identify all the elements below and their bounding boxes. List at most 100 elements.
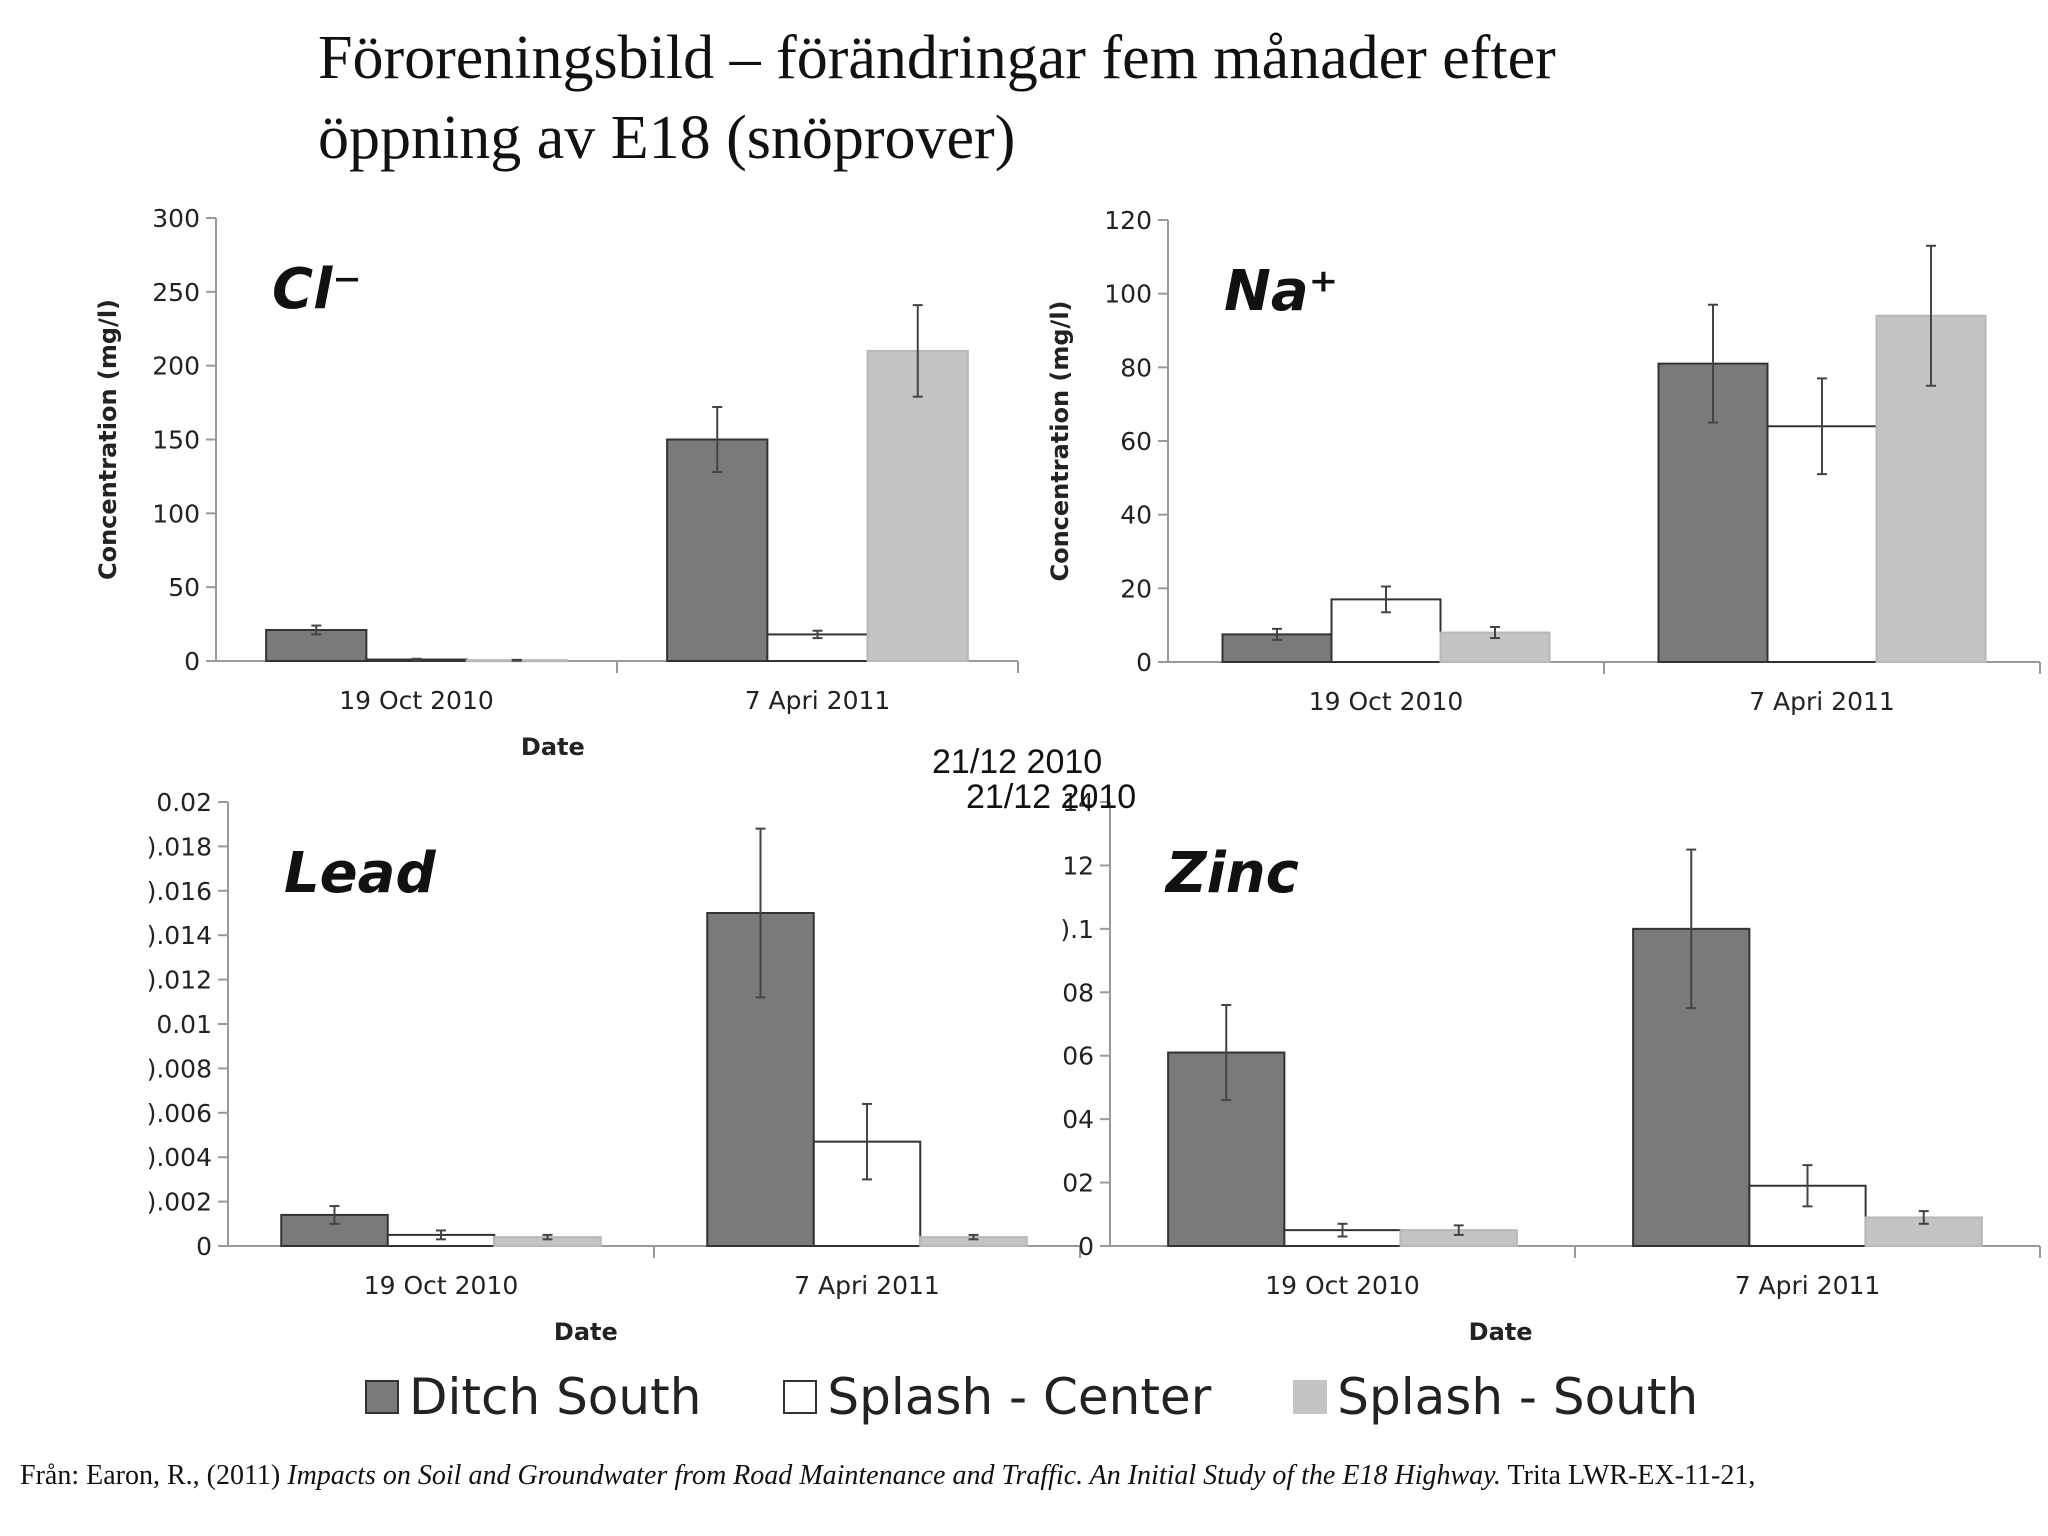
- x-axis-label: Date: [554, 1318, 618, 1346]
- y-tick-label: 100: [1104, 280, 1152, 309]
- y-tick-label: ).006: [147, 1099, 212, 1128]
- y-tick-label: 60: [1120, 427, 1152, 456]
- y-tick-label: 150: [152, 426, 200, 455]
- y-axis-label: Concentration (mg/l): [1046, 300, 1074, 581]
- error-bar: [712, 406, 723, 473]
- source-prefix: Från: Earon, R., (2011): [20, 1460, 288, 1491]
- error-bar: [912, 304, 923, 398]
- y-axis-label: Concentration (mg/l): [94, 299, 122, 580]
- legend-label: Splash - Center: [827, 1368, 1212, 1426]
- chart-chloride: 0 50 100 150 200 250 300 19 Oct 2010 7 Apri 2011…: [0, 190, 1020, 770]
- legend-label: Splash - South: [1337, 1368, 1699, 1426]
- x-tick-label: 7 Apri 2011: [745, 686, 891, 715]
- error-bar: [862, 1102, 872, 1181]
- y-tick-label: 0: [1078, 1232, 1094, 1261]
- error-bar: [1918, 1210, 1929, 1225]
- legend-item-splash-center: Splash - Center: [783, 1368, 1211, 1426]
- legend-item-splash-south: Splash - South: [1293, 1368, 1698, 1426]
- error-bar: [511, 658, 522, 662]
- error-bar: [329, 1205, 340, 1225]
- error-bar: [542, 1233, 553, 1241]
- y-tick-label: ).016: [147, 877, 212, 906]
- chart-sodium: 0 20 40 60 80 100 120 19 Oct 2010 7 Apri 2011 Na⁺…: [1040, 190, 2041, 770]
- x-tick-label: 7 Apri 2011: [1735, 1271, 1881, 1300]
- y-tick-label: 0: [1136, 648, 1152, 677]
- x-tick-label: 19 Oct 2010: [1265, 1271, 1420, 1300]
- legend-label: Ditch South: [409, 1368, 702, 1426]
- y-tick-label: ).014: [147, 921, 212, 950]
- x-tick-label: 7 Apri 2011: [794, 1271, 940, 1300]
- chart-title: Cl⁻: [272, 257, 362, 322]
- y-tick-label: 250: [152, 278, 200, 307]
- chart-zinc: 0 02 04 06 08 ).1 12 14 19 Oct 2010 7 Apri 2011 Zi…: [1060, 770, 2041, 1350]
- y-tick-label: 0.01: [156, 1010, 212, 1039]
- y-tick-label: 0.02: [156, 788, 212, 817]
- error-bar: [812, 629, 823, 640]
- y-tick-label: 06: [1062, 1042, 1094, 1071]
- legend: Ditch South Splash - Center Splash - Sou…: [365, 1362, 1765, 1432]
- y-tick-label: ).018: [147, 832, 212, 861]
- error-bar: [755, 827, 766, 999]
- bar: [666, 438, 769, 662]
- y-tick-label: 02: [1062, 1169, 1094, 1198]
- y-tick-label: 08: [1062, 978, 1094, 1007]
- error-bar: [436, 1229, 446, 1241]
- date-annotation-2: 21/12 2010: [966, 778, 1137, 816]
- y-tick-label: 04: [1062, 1105, 1094, 1134]
- error-bar: [1802, 1164, 1813, 1208]
- bar: [866, 349, 969, 662]
- error-bar: [968, 1233, 979, 1241]
- slide-title: Föroreningsbild – förändringar fem månad…: [318, 18, 1918, 178]
- y-tick-label: ).004: [147, 1143, 212, 1172]
- error-bar: [1221, 1003, 1232, 1102]
- source-title: Impacts on Soil and Groundwater from Roa…: [287, 1460, 1502, 1491]
- y-tick-label: 80: [1120, 353, 1152, 382]
- chart-svg: 0 20 40 60 80 100 120 19 Oct 2010 7 Apri 2011 Na⁺…: [1046, 206, 2041, 716]
- chart-svg: 0).002).004).006).008 0.01).012).014).016…: [147, 788, 1081, 1346]
- error-bar: [411, 657, 422, 662]
- error-bar: [1686, 848, 1697, 1010]
- error-bar: [1381, 585, 1391, 614]
- error-bar: [1337, 1222, 1348, 1238]
- error-bar: [1272, 627, 1282, 641]
- source-suffix: Trita LWR-EX-11-21,: [1501, 1460, 1756, 1491]
- y-tick-label: ).008: [147, 1054, 212, 1083]
- chart-title: Zinc: [1164, 841, 1299, 906]
- title-line-2: öppning av E18 (snöprover): [318, 104, 1016, 172]
- legend-swatch-ditch-south: [365, 1380, 399, 1414]
- chart-svg: 0 02 04 06 08 ).1 12 14 19 Oct 2010 7 Apri 2011 Zi…: [1060, 788, 2041, 1346]
- title-line-1: Föroreningsbild – förändringar fem månad…: [318, 24, 1556, 92]
- x-tick-label: 19 Oct 2010: [364, 1271, 519, 1300]
- error-bar: [1708, 303, 1718, 424]
- x-tick-label: 19 Oct 2010: [339, 686, 494, 715]
- chart-svg: 0 50 100 150 200 250 300 19 Oct 2010 7 Apri 2011…: [94, 204, 1019, 761]
- legend-swatch-splash-south: [1293, 1380, 1328, 1414]
- x-axis-label: Date: [521, 733, 585, 761]
- chart-lead: 0).002).004).006).008 0.01).012).014).016…: [0, 770, 1090, 1350]
- legend-swatch-splash-center: [783, 1380, 818, 1414]
- error-bar: [1817, 377, 1827, 476]
- x-axis-label: Date: [1469, 1318, 1533, 1346]
- source-citation: Från: Earon, R., (2011) Impacts on Soil …: [20, 1460, 2030, 1492]
- y-tick-label: 0: [196, 1232, 212, 1261]
- y-tick-label: 300: [152, 204, 200, 233]
- y-tick-label: 120: [1104, 206, 1152, 235]
- error-bar: [1490, 626, 1500, 640]
- chart-title: Lead: [284, 841, 436, 906]
- x-tick-label: 19 Oct 2010: [1309, 687, 1464, 716]
- bar: [1167, 1051, 1286, 1247]
- y-tick-label: 0: [184, 647, 200, 676]
- y-tick-label: 12: [1062, 851, 1094, 880]
- error-bar: [1926, 244, 1936, 387]
- chart-title: Na⁺: [1224, 259, 1338, 324]
- x-tick-label: 7 Apri 2011: [1749, 687, 1895, 716]
- y-tick-label: 20: [1120, 574, 1152, 603]
- y-tick-label: 14: [1062, 788, 1094, 817]
- y-tick-label: ).1: [1060, 915, 1094, 944]
- error-bar: [1453, 1224, 1464, 1236]
- error-bar: [311, 624, 322, 636]
- legend-item-ditch-south: Ditch South: [365, 1368, 701, 1426]
- y-tick-label: 100: [152, 499, 200, 528]
- y-tick-label: 200: [152, 352, 200, 381]
- y-tick-label: 50: [168, 573, 200, 602]
